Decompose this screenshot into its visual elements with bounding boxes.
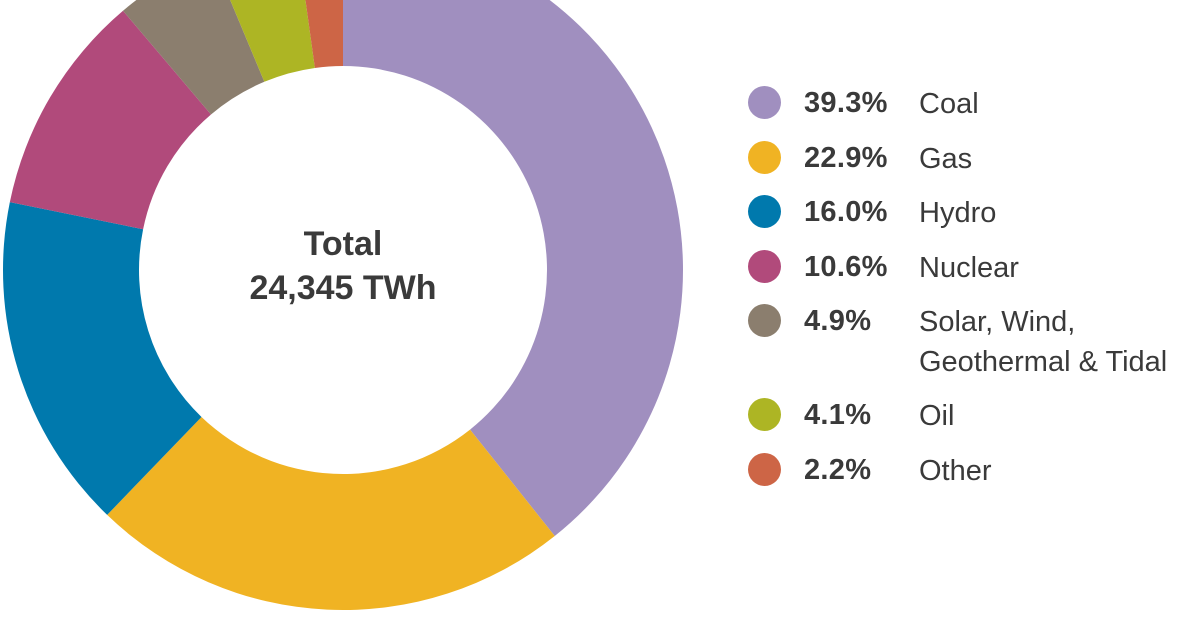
- donut-segment-solar-wind-geothermal-tidal: [123, 0, 265, 115]
- legend-pct: 39.3%: [804, 87, 888, 119]
- legend-pct: 22.9%: [804, 141, 888, 174]
- legend-name: Hydro: [919, 197, 997, 229]
- legend-swatch-nuclear: [748, 249, 781, 283]
- legend-name-line2: Geothermal & Tidal: [919, 346, 1168, 378]
- legend-name: Gas: [919, 142, 973, 175]
- legend-swatch-coal: [748, 86, 781, 119]
- legend-name: Solar, Wind, Geothermal & Tidal: [919, 302, 1167, 382]
- legend-name: Coal: [919, 88, 979, 120]
- donut-segment-gas: [107, 416, 555, 611]
- legend-name-line1: Solar, Wind,: [919, 306, 1076, 338]
- legend-name: Oil: [919, 400, 955, 432]
- center-label-title: Total: [303, 225, 383, 263]
- legend-swatch-oil: [748, 398, 781, 431]
- legend-pct: 4.1%: [804, 399, 872, 431]
- donut-chart: [3, 0, 684, 611]
- legend-pct: 2.2%: [804, 453, 872, 486]
- donut-center-label: Total 24,345 TWh: [193, 222, 493, 310]
- legend-swatch-hydro: [748, 195, 781, 228]
- center-label-total: 24,345 TWh: [249, 269, 437, 307]
- legend-pct: 10.6%: [804, 250, 888, 283]
- legend-swatch-renewables: [748, 304, 781, 337]
- legend-name: Nuclear: [919, 251, 1019, 284]
- donut-segment-nuclear: [9, 10, 212, 230]
- donut-segment-coal: [343, 0, 684, 537]
- legend-swatch-gas: [748, 140, 781, 174]
- legend-pct: 4.9%: [804, 305, 872, 337]
- donut-segment-oil: [230, 0, 315, 82]
- legend-name: Other: [919, 454, 992, 487]
- donut-segment-hydro: [3, 202, 202, 515]
- donut-segment-other: [305, 0, 343, 68]
- legend-pct: 16.0%: [804, 196, 888, 228]
- legend-swatch-other: [748, 452, 781, 486]
